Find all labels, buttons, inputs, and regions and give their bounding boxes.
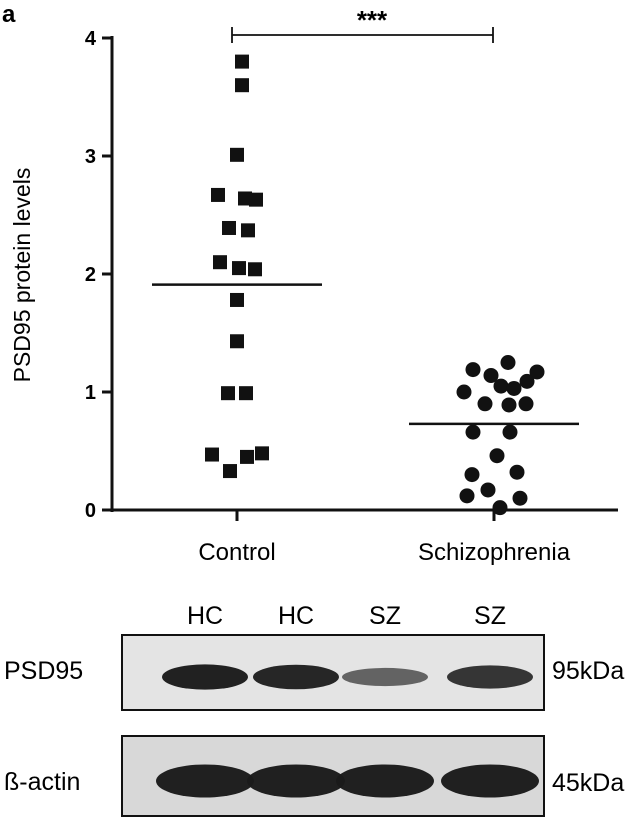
data-point-control-14: [221, 386, 235, 401]
data-point-schizophrenia-1: [465, 362, 481, 378]
bands-actin: [156, 764, 539, 798]
data-point-control-17: [255, 446, 269, 461]
significance-bracket: ***: [231, 5, 494, 43]
data-point-schizophrenia-7: [506, 380, 522, 396]
data-point-schizophrenia-13: [502, 424, 518, 440]
data-point-control-16: [205, 447, 219, 462]
y-tick-label-2: 2: [85, 264, 96, 286]
data-point-schizophrenia-17: [480, 482, 496, 498]
bands-psd95: [162, 664, 533, 690]
data-point-schizophrenia-4: [483, 367, 499, 383]
data-point-schizophrenia-10: [501, 397, 517, 413]
data-point-schizophrenia-2: [500, 355, 516, 370]
data-point-control-12: [230, 292, 244, 307]
data-point-control-9: [213, 255, 227, 270]
category-label-control: Control: [198, 539, 275, 566]
mean-lines: [152, 283, 579, 426]
data-point-schizophrenia-19: [512, 490, 528, 506]
data-points: [205, 54, 545, 516]
data-point-schizophrenia-8: [456, 384, 472, 400]
data-point-schizophrenia-6: [493, 378, 509, 394]
significance-label: ***: [357, 5, 388, 35]
data-point-control-8: [241, 223, 255, 238]
lane-label-1: HC: [187, 602, 223, 630]
data-point-control-4: [211, 187, 225, 202]
data-point-control-13: [230, 334, 244, 349]
data-point-schizophrenia-16: [509, 464, 525, 480]
data-point-schizophrenia-15: [464, 467, 480, 483]
data-point-schizophrenia-5: [519, 373, 535, 389]
blot-size-psd95: 95kDa: [552, 657, 624, 685]
data-point-control-11: [248, 262, 262, 277]
data-point-schizophrenia-14: [489, 448, 505, 464]
data-point-schizophrenia-12: [465, 424, 481, 440]
blot-row-label-actin: ß-actin: [4, 768, 80, 796]
data-point-control-5: [238, 191, 252, 206]
y-ticks: 0 1 2 3 4: [85, 28, 112, 522]
y-axis-label: PSD95 protein levels: [9, 168, 35, 383]
data-point-control-1: [235, 54, 249, 69]
data-point-control-15: [239, 386, 253, 401]
data-point-control-7: [222, 220, 236, 235]
blot-size-actin: 45kDa: [552, 769, 624, 797]
y-tick-label-3: 3: [85, 146, 96, 168]
data-point-control-6: [249, 192, 263, 207]
band-actin-lane-4: [441, 764, 539, 798]
western-blot: HC HC SZ SZ PSD95 95kDa ß-actin 45kDa: [4, 602, 624, 817]
data-point-schizophrenia-20: [492, 500, 508, 516]
data-point-schizophrenia-3: [529, 364, 545, 380]
band-psd95-lane-4: [447, 665, 533, 689]
band-actin-lane-1: [156, 764, 254, 798]
data-point-control-3: [230, 147, 244, 162]
y-tick-label-1: 1: [85, 382, 96, 404]
y-tick-label-0: 0: [85, 500, 96, 522]
category-label-schizophrenia: Schizophrenia: [418, 539, 571, 566]
band-psd95-lane-2: [253, 664, 339, 690]
band-psd95-lane-3: [342, 667, 428, 687]
x-category-labels: Control Schizophrenia: [198, 539, 570, 566]
data-point-schizophrenia-18: [459, 488, 475, 504]
x-ticks: [235, 510, 496, 521]
band-actin-lane-3: [336, 764, 434, 798]
data-point-schizophrenia-11: [518, 396, 534, 412]
y-tick-label-4: 4: [85, 28, 97, 50]
data-point-schizophrenia-9: [477, 396, 493, 412]
band-actin-lane-2: [247, 764, 345, 798]
lane-label-4: SZ: [474, 602, 506, 630]
blot-row-label-psd95: PSD95: [4, 657, 83, 685]
data-point-control-2: [235, 78, 249, 93]
data-point-control-18: [240, 449, 254, 464]
lane-label-2: HC: [278, 602, 314, 630]
band-psd95-lane-1: [162, 664, 248, 690]
scatter-chart: 0 1 2 3 4 PSD95 protein levels Control Schiz…: [9, 5, 618, 566]
data-point-control-10: [232, 261, 246, 276]
lane-label-3: SZ: [369, 602, 401, 630]
data-point-control-19: [223, 464, 237, 479]
panel-label: a: [2, 1, 16, 28]
